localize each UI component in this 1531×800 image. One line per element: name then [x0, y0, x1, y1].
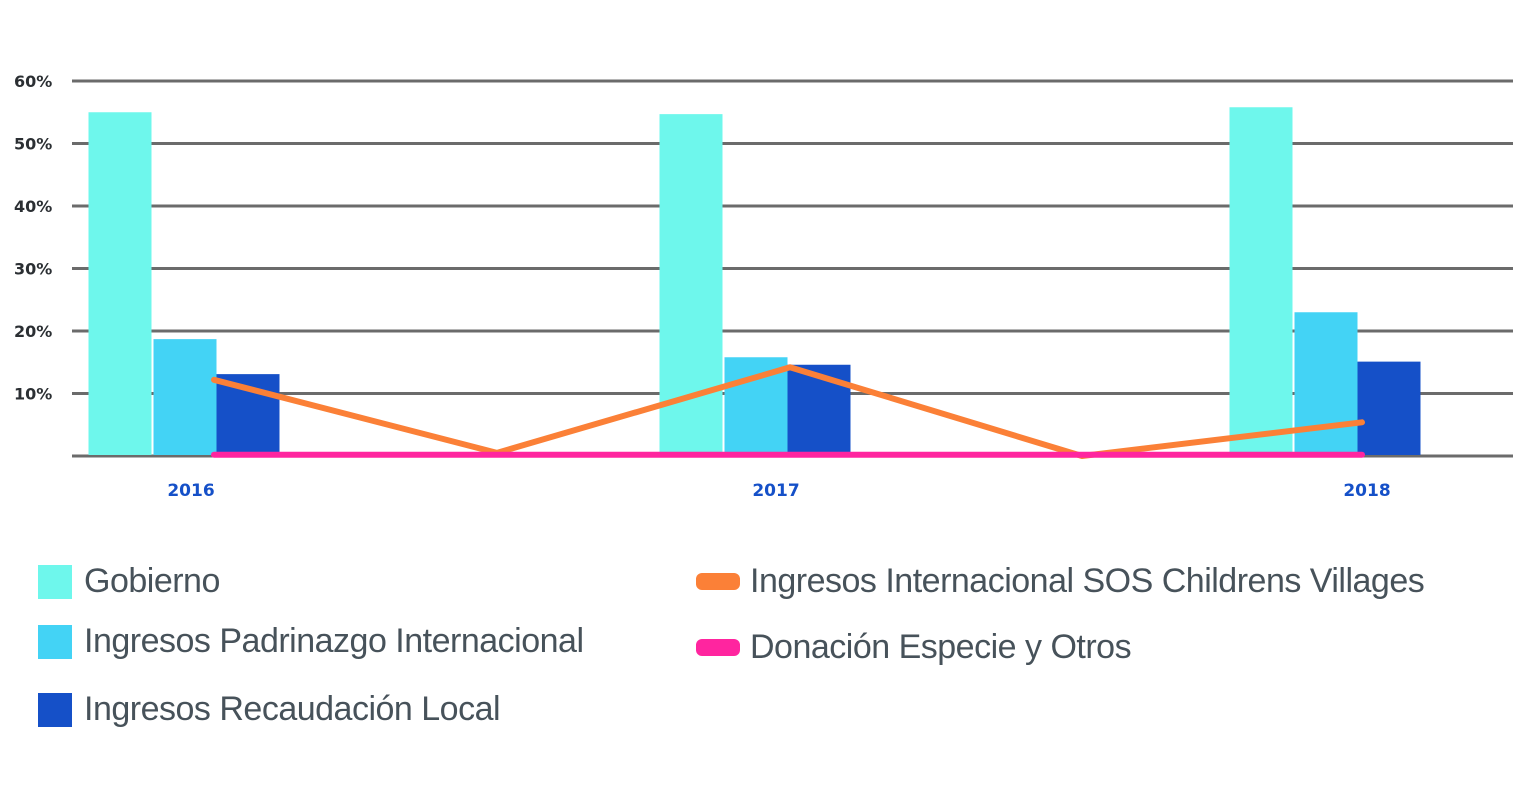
chart: 10% 20% 30% 40% 50% 60% 2016 2017 2018 [14, 72, 1513, 501]
bar-ingresos-padrinazgo-internacional-2016 [153, 339, 217, 455]
y-axis-ticks: 10% 20% 30% 40% 50% 60% [14, 72, 52, 404]
y-tick-label: 40% [14, 197, 52, 216]
bar-gobierno-2016 [88, 112, 152, 455]
legend-item-gobierno: Gobierno [38, 562, 220, 601]
x-tick-label: 2018 [1343, 481, 1390, 501]
x-tick-label: 2016 [167, 481, 214, 501]
y-tick-label: 50% [14, 135, 52, 154]
bar-ingresos-padrinazgo-internacional-2018 [1294, 312, 1358, 455]
legend-item-recaudacion: Ingresos Recaudación Local [38, 690, 501, 729]
legend-item-donacion: Donación Especie y Otros [696, 628, 1132, 667]
legend-swatch-sos [696, 573, 740, 590]
legend-swatch-recaudacion [38, 692, 72, 727]
legend-label: Donación Especie y Otros [750, 628, 1132, 666]
x-tick-label: 2017 [752, 481, 799, 501]
x-axis-ticks: 2016 2017 2018 [167, 481, 1390, 501]
legend-label: Ingresos Internacional SOS Childrens Vil… [750, 562, 1425, 600]
legend-item-sos: Ingresos Internacional SOS Childrens Vil… [696, 562, 1425, 601]
y-tick-label: 30% [14, 260, 52, 279]
legend-label: Ingresos Padrinazgo Internacional [84, 622, 584, 660]
legend-label: Ingresos Recaudación Local [84, 690, 501, 728]
y-tick-label: 60% [14, 72, 52, 91]
y-tick-label: 10% [14, 385, 52, 404]
bars [88, 107, 1421, 455]
bar-gobierno-2018 [1229, 107, 1293, 455]
lines [211, 364, 1365, 459]
legend-swatch-gobierno [38, 564, 72, 599]
legend-item-padrinazgo: Ingresos Padrinazgo Internacional [38, 622, 584, 661]
bar-ingresos-recaudaci-n-local-2018 [1357, 361, 1421, 455]
legend-swatch-padrinazgo [38, 624, 72, 659]
y-tick-label: 20% [14, 322, 52, 341]
legend-swatch-donacion [696, 639, 740, 656]
legend-label: Gobierno [84, 562, 220, 600]
gridlines [72, 79, 1513, 458]
